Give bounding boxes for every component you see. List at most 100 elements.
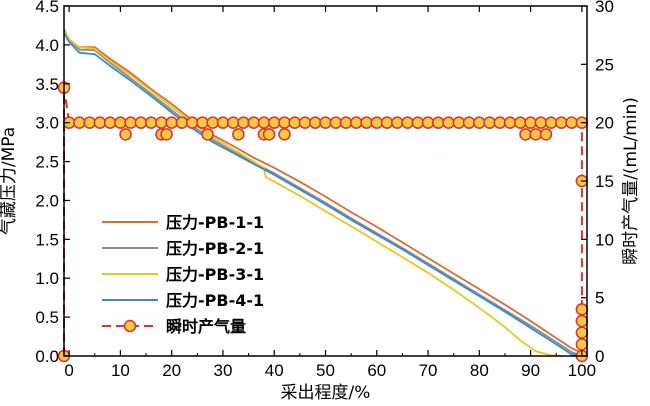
data-point-gas-rate xyxy=(160,128,173,141)
x-tick-label: 100 xyxy=(568,361,596,380)
data-point-gas-rate xyxy=(83,116,96,129)
data-point-gas-rate xyxy=(124,116,137,129)
y-left-axis-title: 气藏压力/MPa xyxy=(0,127,19,235)
data-point-gas-rate xyxy=(411,116,425,129)
data-point-gas-rate xyxy=(155,116,168,129)
data-point-gas-rate xyxy=(201,128,214,141)
y-left-tick-label: 2.5 xyxy=(35,153,59,172)
data-point-gas-rate xyxy=(298,116,312,129)
axes-layer: 0 10 20 30 40 50 60 70 80 90 1000.00.51.01.52.02.5… xyxy=(0,0,641,403)
y-left-tick-label: 1.5 xyxy=(35,230,59,249)
data-point-gas-rate xyxy=(401,116,414,129)
data-point-gas-rate xyxy=(165,116,178,129)
data-point-gas-rate xyxy=(226,116,240,129)
data-point-gas-rate xyxy=(196,116,209,129)
data-point-gas-rate xyxy=(175,116,189,129)
series-line-3 xyxy=(63,30,562,357)
series-layer xyxy=(57,28,589,363)
data-point-gas-rate xyxy=(319,116,332,129)
x-tick-label: 40 xyxy=(265,361,284,380)
legend-label: 压力-PB-3-1 xyxy=(166,265,264,284)
data-point-gas-rate xyxy=(360,116,373,129)
data-point-gas-rate xyxy=(267,116,281,129)
data-point-gas-rate xyxy=(339,116,353,129)
legend-label: 压力-PB-2-1 xyxy=(166,239,264,258)
data-point-gas-rate xyxy=(565,116,578,129)
y-right-tick-label: 5 xyxy=(595,289,604,308)
y-left-tick-label: 2.0 xyxy=(35,191,59,210)
data-point-gas-rate xyxy=(93,116,107,129)
data-point-gas-rate xyxy=(575,303,589,316)
y-left-tick-label: 1.0 xyxy=(35,269,59,288)
data-point-gas-rate xyxy=(232,128,245,141)
data-point-gas-rate xyxy=(544,116,558,129)
data-point-gas-rate xyxy=(103,116,117,129)
y-left-tick-label: 0.0 xyxy=(35,347,59,366)
series-line-1 xyxy=(63,31,583,354)
data-point-gas-rate xyxy=(432,116,445,129)
data-point-gas-rate xyxy=(73,116,86,129)
x-tick-label: 80 xyxy=(470,361,489,380)
data-point-gas-rate xyxy=(278,116,291,129)
data-point-gas-rate xyxy=(144,116,158,129)
data-point-gas-rate xyxy=(278,128,291,141)
y-left-tick-label: 3.5 xyxy=(35,75,59,94)
data-point-gas-rate xyxy=(216,116,230,129)
data-point-gas-rate xyxy=(308,116,322,129)
series-line-4 xyxy=(63,32,583,357)
data-point-gas-rate xyxy=(575,326,589,339)
data-point-gas-rate xyxy=(575,314,589,328)
data-point-gas-rate xyxy=(519,128,532,141)
data-point-gas-rate xyxy=(329,116,343,129)
data-point-gas-rate xyxy=(391,116,404,129)
data-point-gas-rate xyxy=(575,338,589,351)
legend-marker-gas-rate xyxy=(123,319,137,333)
data-point-gas-rate xyxy=(503,116,517,129)
y-right-tick-label: 15 xyxy=(595,172,614,191)
y-right-tick-label: 30 xyxy=(595,0,614,16)
data-point-gas-rate xyxy=(185,116,199,129)
series-line-2 xyxy=(63,28,583,357)
y-left-tick-label: 4.5 xyxy=(35,0,59,16)
data-point-gas-rate xyxy=(350,116,363,129)
data-point-gas-rate xyxy=(288,116,301,129)
data-point-gas-rate xyxy=(555,116,568,129)
x-tick-label: 10 xyxy=(111,361,130,380)
x-tick-label: 50 xyxy=(316,361,335,380)
data-point-gas-rate xyxy=(483,116,496,129)
x-axis-title: 采出程度/% xyxy=(281,383,371,403)
data-point-gas-rate xyxy=(529,128,542,141)
x-tick-label: 60 xyxy=(367,361,386,380)
y-left-tick-label: 0.5 xyxy=(35,308,59,327)
data-point-gas-rate xyxy=(114,116,127,129)
x-tick-label: 70 xyxy=(419,361,438,380)
x-tick-label: 30 xyxy=(213,361,232,380)
y-right-tick-label: 0 xyxy=(595,347,604,366)
legend-label: 瞬时产气量 xyxy=(166,317,246,336)
data-point-gas-rate xyxy=(257,116,271,129)
data-point-gas-rate xyxy=(493,116,507,129)
x-tick-label: 20 xyxy=(162,361,181,380)
x-tick-label: 90 xyxy=(521,361,540,380)
data-point-gas-rate xyxy=(442,116,455,129)
data-point-gas-rate xyxy=(237,116,250,129)
data-point-gas-rate xyxy=(473,116,486,129)
y-left-tick-label: 3.0 xyxy=(35,114,59,133)
data-point-gas-rate xyxy=(262,128,276,141)
plot-frame xyxy=(63,5,588,357)
data-point-gas-rate xyxy=(134,116,148,129)
data-point-gas-rate xyxy=(206,116,219,129)
data-point-gas-rate xyxy=(452,116,466,129)
data-point-gas-rate xyxy=(462,116,476,129)
data-point-gas-rate xyxy=(247,116,260,129)
data-point-gas-rate xyxy=(370,116,384,129)
y-right-tick-label: 20 xyxy=(595,114,614,133)
data-point-gas-rate xyxy=(514,116,527,129)
legend-label: 压力-PB-1-1 xyxy=(166,213,264,232)
data-point-gas-rate xyxy=(380,116,394,129)
legend: 压力-PB-1-1 压力-PB-2-1 压力-PB-3-1 压力-PB-4-1 瞬时产气… xyxy=(102,213,264,336)
y-right-axis-title: 瞬时产气量/(mL/min) xyxy=(621,97,641,265)
x-tick-label: 0 xyxy=(64,361,73,380)
